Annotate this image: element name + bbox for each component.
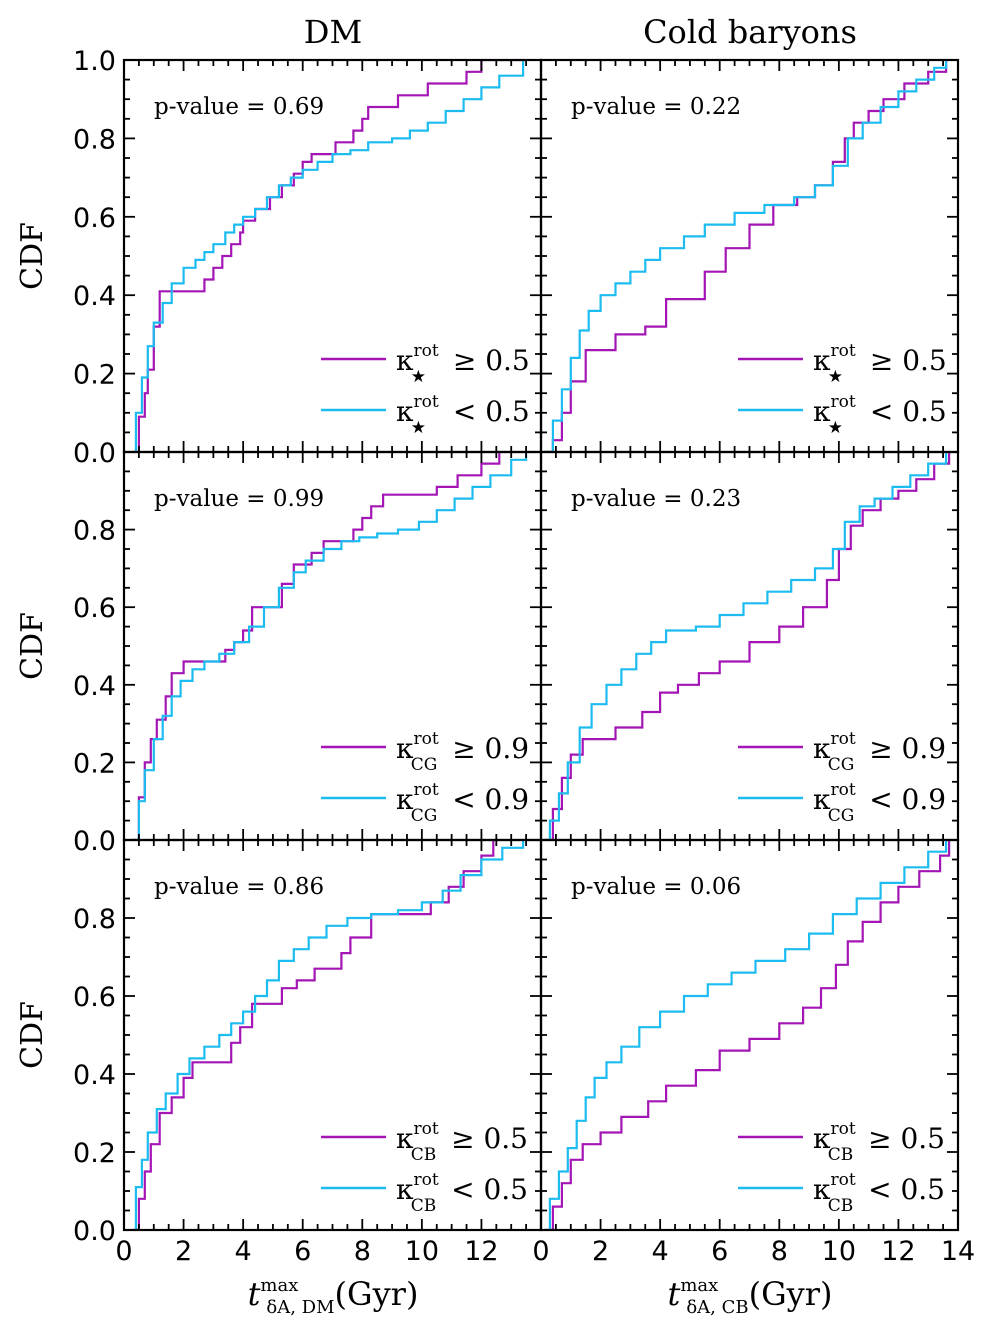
legend-high-label: κrot CG ≥ 0.9 bbox=[813, 729, 946, 775]
p-value-label: p-value = 0.22 bbox=[571, 94, 741, 120]
y-tick-label: 0.4 bbox=[73, 1060, 116, 1091]
x-tick-label: 4 bbox=[235, 1236, 252, 1267]
panel-4: p-value = 0.23 κrot CG ≥ 0.9 κrot CG < 0.9 bbox=[539, 450, 960, 842]
legend-high-label: κrot CG ≥ 0.9 bbox=[396, 729, 529, 775]
legend-low-label: κrot ★ < 0.5 bbox=[396, 392, 530, 438]
p-value-label: p-value = 0.23 bbox=[571, 486, 741, 512]
cdf-line-high-panel-6 bbox=[544, 840, 951, 1230]
y-tick-label: 0.6 bbox=[73, 203, 116, 234]
y-tick-label: 0.0 bbox=[73, 438, 116, 469]
x-tick-label: 12 bbox=[881, 1236, 915, 1267]
column-title-cold-baryons: Cold baryons bbox=[643, 13, 857, 51]
x-tick-label: 8 bbox=[771, 1236, 788, 1267]
x-tick-label: 12 bbox=[464, 1236, 498, 1267]
panel-2: p-value = 0.22 κrot ★ ≥ 0.5 κrot ★ < 0.5 bbox=[539, 58, 960, 454]
y-tick-label: 0.0 bbox=[73, 1216, 116, 1247]
legend-low-label: κrot CB < 0.5 bbox=[813, 1170, 945, 1216]
column-titles: DM Cold baryons bbox=[304, 13, 857, 51]
p-value-label: p-value = 0.99 bbox=[154, 486, 324, 512]
y-tick-label: 0.8 bbox=[73, 124, 116, 155]
y-tick-label: 0.4 bbox=[73, 281, 116, 312]
panel-3: 0.0 0.2 0.4 0.6 0.8 CDF p-value = 0.99 κrot CG ≥… bbox=[15, 450, 543, 857]
y-tick-label: 1.0 bbox=[73, 46, 116, 77]
legend-low-label: κrot CG < 0.9 bbox=[396, 780, 529, 826]
x-tick-label: 0 bbox=[115, 1236, 132, 1267]
p-value-label: p-value = 0.06 bbox=[571, 874, 741, 900]
cdf-line-low-panel-4 bbox=[544, 452, 948, 840]
panels: 0.0 0.2 0.4 0.6 0.8 1.0 CDF p-value = 0.69 κrot ★… bbox=[15, 46, 975, 1267]
y-tick-label: 0.0 bbox=[73, 826, 116, 857]
y-axis-label: CDF bbox=[15, 222, 50, 290]
y-axis-label: CDF bbox=[15, 1001, 50, 1069]
y-tick-label: 0.2 bbox=[73, 360, 116, 391]
cdf-line-high-panel-3 bbox=[132, 452, 501, 840]
x-axis-label-cb: tmax δA, CB(Gyr) bbox=[668, 1275, 833, 1318]
x-tick-label: 8 bbox=[354, 1236, 371, 1267]
p-value-label: p-value = 0.69 bbox=[154, 94, 324, 120]
x-tick-label: 6 bbox=[294, 1236, 311, 1267]
x-tick-label: 0 bbox=[532, 1236, 549, 1267]
panel-5: 0.0 0.2 0.4 0.6 0.8 CDF 0 2 4 6 8 10 12 p-value = 0.8… bbox=[15, 838, 543, 1267]
panel-6: 0 2 4 6 8 10 12 14 p-value = 0.06 κrot CB ≥ 0.5 κro… bbox=[532, 838, 975, 1267]
legend-high-label: κrot CB ≥ 0.5 bbox=[813, 1119, 945, 1165]
x-tick-label: 2 bbox=[592, 1236, 609, 1267]
cdf-line-low-panel-1 bbox=[132, 60, 525, 452]
p-value-label: p-value = 0.86 bbox=[154, 874, 324, 900]
x-tick-label: 10 bbox=[405, 1236, 439, 1267]
cdf-line-low-panel-5 bbox=[132, 840, 525, 1230]
x-tick-label: 4 bbox=[652, 1236, 669, 1267]
y-axis-label: CDF bbox=[15, 612, 50, 680]
y-tick-label: 0.8 bbox=[73, 904, 116, 935]
x-axis-labels: tmax δA, DM(Gyr) tmax δA, CB(Gyr) bbox=[248, 1275, 833, 1318]
cdf-line-low-panel-3 bbox=[132, 452, 528, 840]
y-tick-label: 0.8 bbox=[73, 516, 116, 547]
legend-high-label: κrot ★ ≥ 0.5 bbox=[396, 341, 530, 387]
x-tick-label: 10 bbox=[822, 1236, 856, 1267]
cdf-line-low-panel-6 bbox=[544, 840, 948, 1230]
x-tick-label: 2 bbox=[175, 1236, 192, 1267]
legend-high-label: κrot CB ≥ 0.5 bbox=[396, 1119, 528, 1165]
y-tick-label: 0.4 bbox=[73, 671, 116, 702]
panel-1: 0.0 0.2 0.4 0.6 0.8 1.0 CDF p-value = 0.69 κrot ★… bbox=[15, 46, 543, 469]
legend-low-label: κrot ★ < 0.5 bbox=[813, 392, 947, 438]
legend-low-label: κrot CG < 0.9 bbox=[813, 780, 946, 826]
x-tick-label: 14 bbox=[941, 1236, 975, 1267]
y-tick-label: 0.2 bbox=[73, 1138, 116, 1169]
x-tick-label: 6 bbox=[711, 1236, 728, 1267]
y-tick-label: 0.6 bbox=[73, 593, 116, 624]
y-tick-label: 0.6 bbox=[73, 982, 116, 1013]
cdf-line-low-panel-2 bbox=[544, 60, 948, 452]
x-axis-label-dm: tmax δA, DM(Gyr) bbox=[248, 1275, 419, 1318]
y-tick-label: 0.2 bbox=[73, 748, 116, 779]
legend-low-label: κrot CB < 0.5 bbox=[396, 1170, 528, 1216]
cdf-line-high-panel-2 bbox=[544, 60, 948, 452]
legend-high-label: κrot ★ ≥ 0.5 bbox=[813, 341, 947, 387]
column-title-dm: DM bbox=[304, 13, 362, 51]
